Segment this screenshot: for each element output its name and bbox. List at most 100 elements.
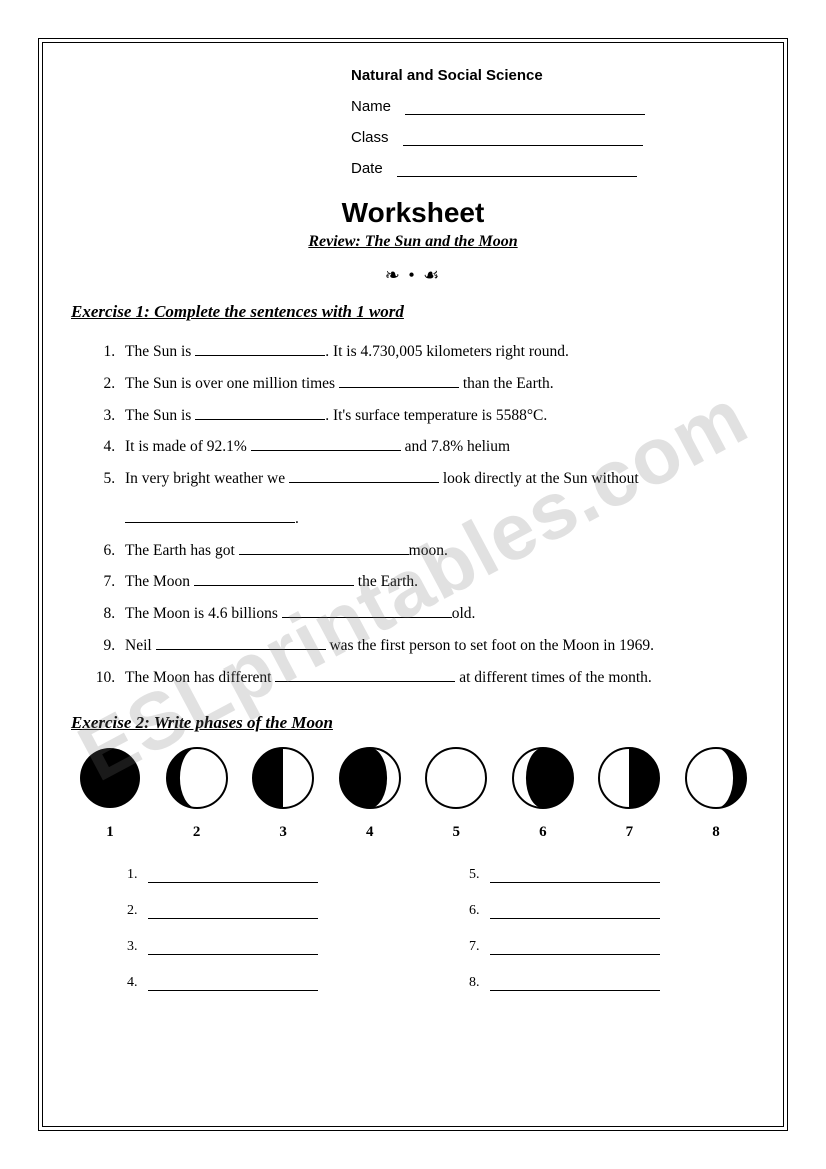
fill-blank[interactable]	[239, 539, 409, 555]
fill-blank[interactable]	[156, 634, 326, 650]
moon-phase-number: 7	[594, 824, 664, 841]
sentence-post: the Earth.	[354, 573, 418, 590]
sentence-post: old.	[452, 605, 476, 622]
sentence-post: was the first person to set foot on the …	[326, 637, 654, 654]
sentence-pre: The Moon has different	[125, 669, 275, 686]
answer-number: 4.	[127, 975, 138, 990]
exercise1-item: It is made of 92.1% and 7.8% helium	[119, 431, 755, 463]
answer-line: 5.	[469, 867, 755, 883]
worksheet-title: Worksheet	[71, 197, 755, 229]
exercise1-item: The Moon is 4.6 billions old.	[119, 598, 755, 630]
answer-line: 3.	[127, 939, 413, 955]
outer-frame: ESLprintables.com Natural and Social Sci…	[38, 38, 788, 1131]
fill-blank[interactable]	[282, 603, 452, 619]
answer-number: 6.	[469, 903, 480, 918]
moon-phase-number: 6	[508, 824, 578, 841]
header-field-blank[interactable]	[397, 176, 637, 177]
exercise1-item: Neil was the first person to set foot on…	[119, 630, 755, 662]
sentence-pre: The Moon is 4.6 billions	[125, 605, 282, 622]
answer-number: 1.	[127, 867, 138, 882]
answer-blank[interactable]	[490, 954, 660, 955]
answer-blank[interactable]	[490, 918, 660, 919]
header-block: Natural and Social Science Name Class Date	[351, 67, 755, 177]
answer-number: 5.	[469, 867, 480, 882]
main-title: Worksheet	[71, 197, 755, 229]
sentence-post: at different times of the month.	[455, 669, 651, 686]
moon-number-row: 12345678	[71, 824, 755, 841]
moon-phase-icon	[681, 747, 751, 814]
moon-phase-number: 8	[681, 824, 751, 841]
header-subject: Natural and Social Science	[351, 67, 755, 84]
header-field-label: Date	[351, 160, 383, 177]
moon-phase-icon	[594, 747, 664, 814]
header-field-blank[interactable]	[405, 114, 645, 115]
answer-line: 4.	[127, 975, 413, 991]
moon-phase-number: 2	[162, 824, 232, 841]
moon-phase-icon	[75, 747, 145, 814]
exercise1-heading: Exercise 1: Complete the sentences with …	[71, 302, 755, 322]
moon-phase-icon	[248, 747, 318, 814]
answer-line: 7.	[469, 939, 755, 955]
answer-number: 2.	[127, 903, 138, 918]
sentence-pre: The Sun is	[125, 407, 195, 424]
moon-phase-icon	[508, 747, 578, 814]
sentence-pre: In very bright weather we	[125, 470, 289, 487]
moon-phase-number: 5	[421, 824, 491, 841]
moon-phase-row	[71, 747, 755, 814]
fill-blank[interactable]	[125, 507, 295, 523]
sentence-pre: The Moon	[125, 573, 194, 590]
exercise1-item: The Moon the Earth.	[119, 566, 755, 598]
header-field-row: Date	[351, 160, 755, 177]
fill-blank[interactable]	[339, 372, 459, 388]
exercise1-item: The Sun is . It's surface temperature is…	[119, 400, 755, 432]
answer-line: 8.	[469, 975, 755, 991]
exercise1-list: The Sun is . It is 4.730,005 kilometers …	[71, 336, 755, 693]
answer-line: 1.	[127, 867, 413, 883]
answer-blank[interactable]	[490, 990, 660, 991]
fill-blank[interactable]	[195, 341, 325, 357]
moon-phase-icon	[335, 747, 405, 814]
answer-blank[interactable]	[490, 882, 660, 883]
exercise1-item: The Sun is over one million times than t…	[119, 368, 755, 400]
answer-line: 6.	[469, 903, 755, 919]
sentence-post: than the Earth.	[459, 375, 554, 392]
sentence-post: and 7.8% helium	[401, 438, 510, 455]
fill-blank[interactable]	[289, 468, 439, 484]
answers-left: 1. 2. 3. 4.	[71, 867, 413, 1011]
sentence-pre: Neil	[125, 637, 156, 654]
answer-blank[interactable]	[148, 954, 318, 955]
moon-phase-icon	[421, 747, 491, 814]
header-field-row: Class	[351, 129, 755, 146]
moon-phase-icon	[162, 747, 232, 814]
fill-blank[interactable]	[275, 666, 455, 682]
sentence-post: moon.	[409, 542, 448, 559]
sentence-pre: The Sun is	[125, 343, 195, 360]
fill-blank[interactable]	[251, 436, 401, 452]
exercise2-heading: Exercise 2: Write phases of the Moon	[71, 713, 755, 733]
sentence-post: look directly at the Sun without	[439, 470, 639, 487]
header-field-row: Name	[351, 98, 755, 115]
sentence-pre: The Sun is over one million times	[125, 375, 339, 392]
answer-blank[interactable]	[148, 918, 318, 919]
fill-blank[interactable]	[195, 404, 325, 420]
exercise1-item: The Moon has different at different time…	[119, 662, 755, 694]
answer-blank[interactable]	[148, 882, 318, 883]
fill-blank[interactable]	[194, 571, 354, 587]
answer-number: 7.	[469, 939, 480, 954]
moon-phase-number: 1	[75, 824, 145, 841]
header-field-label: Name	[351, 98, 391, 115]
sentence-post: . It's surface temperature is 5588°C.	[325, 407, 547, 424]
inner-frame: ESLprintables.com Natural and Social Sci…	[42, 42, 784, 1127]
header-field-blank[interactable]	[403, 145, 643, 146]
exercise1-item: The Earth has got moon.	[119, 535, 755, 567]
exercise1-item: The Sun is . It is 4.730,005 kilometers …	[119, 336, 755, 368]
worksheet-subtitle: Review: The Sun and the Moon	[71, 233, 755, 251]
answer-blank[interactable]	[148, 990, 318, 991]
exercise2-answers: 1. 2. 3. 4. 5. 6. 7. 8.	[71, 867, 755, 1011]
answer-line: 2.	[127, 903, 413, 919]
ornament-icon: ❧ • ☙	[71, 265, 755, 286]
sentence-post: . It is 4.730,005 kilometers right round…	[325, 343, 569, 360]
sentence-pre: The Earth has got	[125, 542, 239, 559]
moon-phase-number: 3	[248, 824, 318, 841]
answer-number: 3.	[127, 939, 138, 954]
